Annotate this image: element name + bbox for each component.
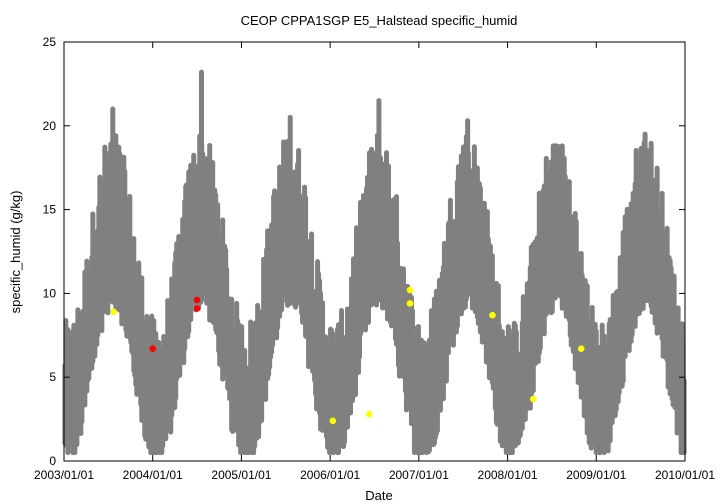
highlight-yellow-point xyxy=(406,300,414,307)
x-axis-title: Date xyxy=(365,488,392,503)
y-tick-label: 20 xyxy=(43,119,57,133)
highlight-red-point xyxy=(149,345,157,353)
x-tick-label: 2005/01/01 xyxy=(211,468,271,482)
y-tick-label: 15 xyxy=(43,203,57,217)
series-highlight-red xyxy=(149,296,201,353)
x-tick-label: 2006/01/01 xyxy=(300,468,360,482)
highlight-yellow-point xyxy=(489,311,496,319)
y-tick-label: 25 xyxy=(43,35,57,49)
y-tick-label: 0 xyxy=(49,454,56,468)
highlight-red-point xyxy=(193,296,201,304)
highlight-yellow-point xyxy=(529,395,537,403)
plot-frame xyxy=(63,41,686,462)
series-highlight-yellow xyxy=(110,286,585,425)
x-tick-label: 2004/01/01 xyxy=(123,468,183,482)
highlight-red-point xyxy=(193,305,201,312)
x-tick-label: 2009/01/01 xyxy=(566,468,626,482)
x-tick-label: 2010/01/01 xyxy=(655,468,715,482)
x-tick-label: 2003/01/01 xyxy=(34,468,94,482)
highlight-yellow-point xyxy=(329,417,337,425)
y-axis-title: specific_humid (g/kg) xyxy=(8,191,23,314)
highlight-yellow-point xyxy=(110,308,117,316)
x-tick-label: 2007/01/01 xyxy=(389,468,449,482)
highlight-yellow-point xyxy=(577,345,585,353)
highlight-yellow-point xyxy=(406,286,414,294)
y-tick-label: 10 xyxy=(43,286,57,300)
highlight-yellow-point xyxy=(365,410,373,418)
x-tick-label: 2008/01/01 xyxy=(478,468,538,482)
y-tick-label: 5 xyxy=(49,370,56,384)
series-specific-humid xyxy=(62,69,687,456)
axis-layer: 0 5 10 15 20 25 2003/01/01 2004/01/01 2005/01/01… xyxy=(34,35,715,482)
chart-title: CEOP CPPA1SGP E5_Halstead specific_humid xyxy=(241,13,518,28)
data-layer xyxy=(62,69,687,456)
